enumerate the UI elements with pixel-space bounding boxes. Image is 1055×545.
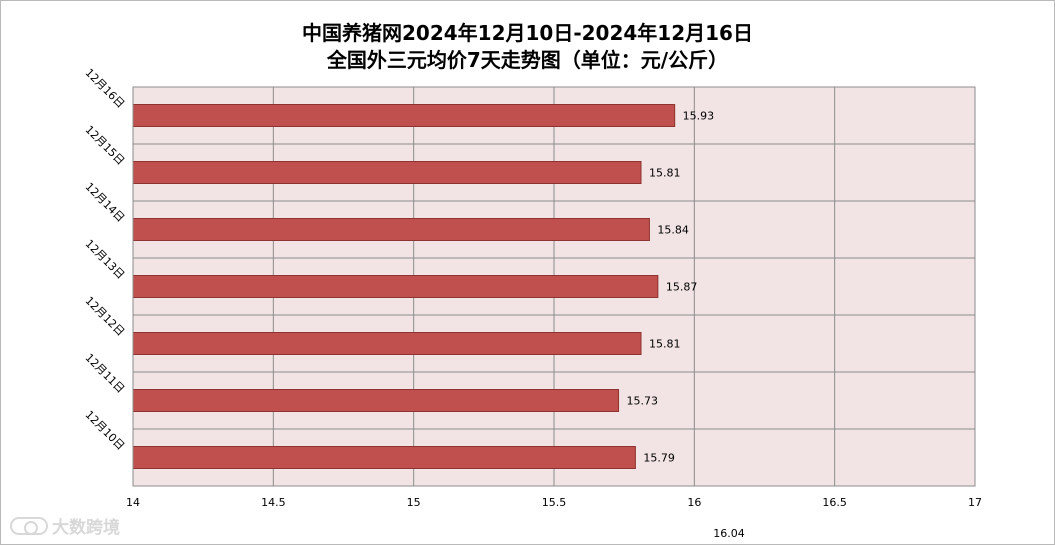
- data-label: 15.73: [627, 395, 659, 408]
- data-label: 15.93: [683, 110, 715, 123]
- x-tick-label: 17: [968, 496, 982, 509]
- bar: [132, 161, 642, 184]
- x-tick-label: 15: [407, 496, 421, 509]
- x-tick-label: 16.5: [822, 496, 847, 509]
- data-label: 15.79: [643, 452, 675, 465]
- bar: [132, 218, 650, 241]
- category-label: 12月14日: [83, 180, 128, 225]
- stray-value-label: 16.04: [713, 527, 745, 540]
- data-label: 15.81: [649, 338, 681, 351]
- category-label: 12月11日: [83, 351, 128, 396]
- bar: [132, 446, 636, 469]
- bar: [132, 389, 620, 412]
- bar: [132, 104, 676, 127]
- category-label: 12月13日: [83, 237, 128, 282]
- chart-subtitle: 全国外三元均价7天走势图（单位：元/公斤）: [326, 48, 729, 72]
- x-tick-label: 16: [687, 496, 701, 509]
- x-tick-label: 15.5: [542, 496, 567, 509]
- x-tick-label: 14: [126, 496, 140, 509]
- data-label: 15.84: [657, 224, 689, 237]
- category-label: 12月15日: [83, 123, 128, 168]
- watermark: 大数跨境: [10, 513, 120, 538]
- category-label: 12月12日: [83, 294, 128, 339]
- chart-title: 中国养猪网2024年12月10日-2024年12月16日: [302, 21, 753, 45]
- watermark-text: 大数跨境: [52, 518, 120, 538]
- category-label: 12月16日: [83, 66, 128, 111]
- data-label: 15.81: [649, 167, 681, 180]
- x-tick-label: 14.5: [261, 496, 286, 509]
- plot-border: [132, 86, 976, 487]
- bar: [132, 275, 659, 298]
- watermark-logo-icon: [10, 516, 48, 535]
- bar: [132, 332, 642, 355]
- data-label: 15.87: [666, 281, 698, 294]
- category-label: 12月10日: [83, 408, 128, 453]
